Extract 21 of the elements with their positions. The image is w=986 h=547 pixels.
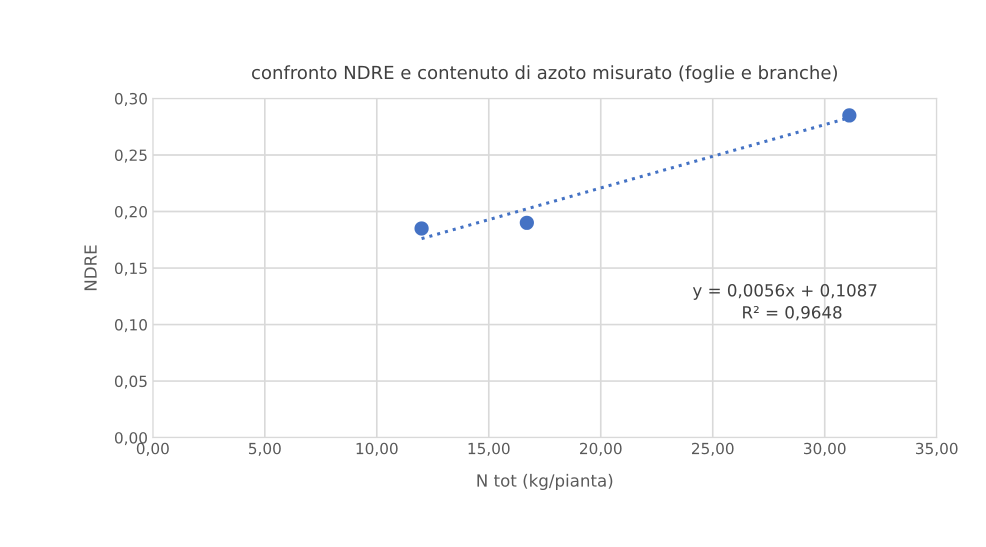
y-tick-label: 0,30 xyxy=(114,92,147,106)
annotation: R² = 0,9648 xyxy=(743,306,842,320)
x-tick-label: 5,00 xyxy=(248,442,281,456)
x-tick-label: 15,00 xyxy=(468,442,510,456)
chart-title: confronto NDRE e contenuto di azoto misurato (foglie e branche) xyxy=(252,65,837,83)
x-tick-label: 20,00 xyxy=(580,442,622,456)
y-tick-label: 0,25 xyxy=(114,149,147,163)
x-tick-label: 30,00 xyxy=(804,442,846,456)
annotation: y = 0,0056x + 0,1087 xyxy=(692,284,876,300)
y-tick-label: 0,20 xyxy=(114,206,147,220)
x-axis-title: N tot (kg/pianta) xyxy=(477,474,612,490)
point xyxy=(414,221,429,236)
x-tick-label: 35,00 xyxy=(916,442,958,456)
point xyxy=(520,216,534,230)
point xyxy=(842,108,856,123)
y-tick-label: 0,10 xyxy=(114,319,147,332)
y-tick-label: 0,05 xyxy=(114,376,147,389)
x-tick-label: 10,00 xyxy=(356,442,398,456)
x-tick-label: 25,00 xyxy=(692,442,734,456)
y-axis-title: NDRE xyxy=(84,245,97,290)
y-tick-label: 0,15 xyxy=(114,262,147,276)
